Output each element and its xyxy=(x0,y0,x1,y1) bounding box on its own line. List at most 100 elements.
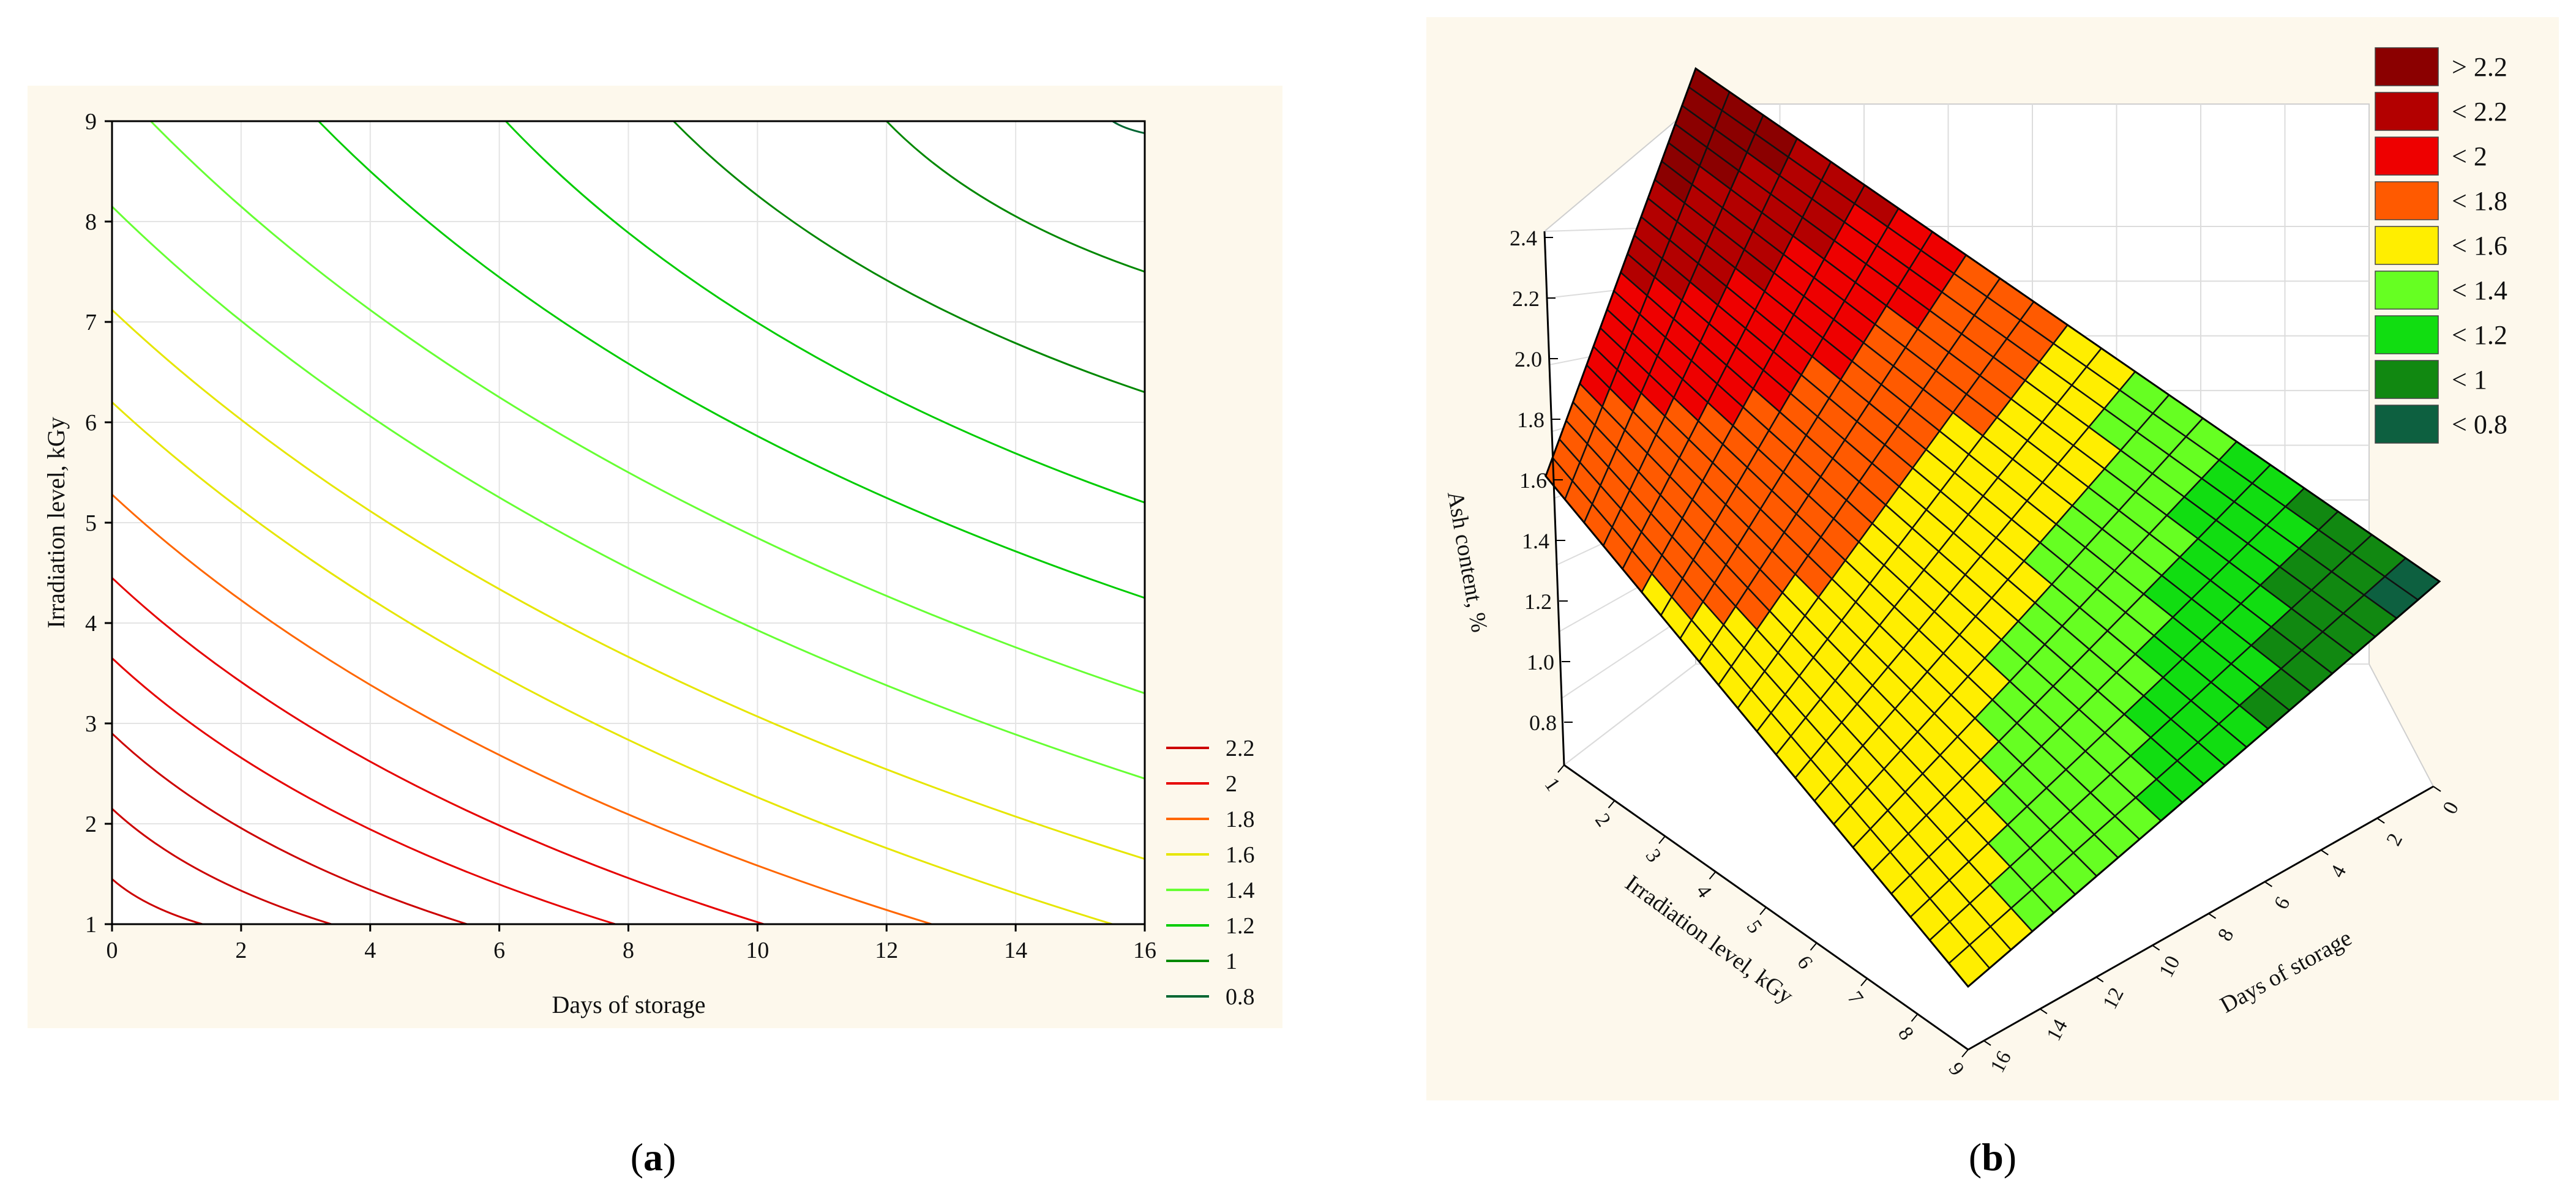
panel-a-contour-line xyxy=(111,733,468,925)
panel-a-contour-line xyxy=(111,808,332,925)
panel-a-legend: 2.2 2 1.8 1.6 1.4 1.2 1 0.8 xyxy=(1166,736,1255,1010)
panel-a-legend-label: 2.2 xyxy=(1226,736,1255,761)
panel-a-y-tick-label: 7 xyxy=(85,310,97,335)
panel-a-y-tick-label: 6 xyxy=(85,410,97,436)
panel-a-contour-line xyxy=(111,309,1145,860)
panel-b-days-tick xyxy=(2264,881,2272,887)
panel-b-days-tick xyxy=(2095,976,2104,983)
panel-b-legend-label: < 2 xyxy=(2452,141,2487,171)
panel-a-x-tick-label: 2 xyxy=(235,938,247,963)
panel-a-contour-line xyxy=(886,120,1145,273)
panel-b-legend-label: < 1 xyxy=(2452,365,2487,395)
panel-b-legend-label: < 1.4 xyxy=(2452,275,2507,305)
panel-b-z-tick-label: 2.2 xyxy=(1512,286,1540,311)
panel-a-y-axis-label: Irradiation level, kGy xyxy=(42,417,70,628)
panel-a-contour-line xyxy=(318,120,1145,599)
panel-a-contour-line xyxy=(111,206,1145,780)
panel-a-contour-line xyxy=(111,401,1113,925)
panel-b-z-tick-label: 0.8 xyxy=(1529,711,1557,735)
panel-a-legend-label: 0.8 xyxy=(1226,984,1255,1010)
panel-b-caption-close: ) xyxy=(2004,1135,2016,1179)
panel-a-y-tick-label: 5 xyxy=(85,510,97,536)
panel-a-y-tick-label: 9 xyxy=(85,109,97,135)
panel-b-days-tick xyxy=(2320,849,2329,856)
panel-b-z-tick-label: 1.0 xyxy=(1527,650,1554,674)
panel-b-caption-letter: b xyxy=(1982,1135,2004,1179)
panel-a-legend-label: 1.4 xyxy=(1226,878,1255,903)
panel-b-surface xyxy=(1544,67,2441,988)
panel-a-caption-open: ( xyxy=(631,1135,643,1179)
panel-b-legend-swatch xyxy=(2375,405,2439,444)
panel-a-contour-line xyxy=(111,878,203,925)
panel-b-z-tick-label: 1.4 xyxy=(1522,529,1549,553)
panel-a-legend-label: 1.8 xyxy=(1226,807,1255,832)
panel-b-z-tick-label: 1.8 xyxy=(1517,408,1544,432)
panel-b-z-tick-label: 2.0 xyxy=(1515,347,1542,371)
panel-a-x-tick-label: 8 xyxy=(623,938,634,963)
panel-b-legend-swatch xyxy=(2375,271,2439,310)
panel-b-z-axis-line xyxy=(1543,231,1565,766)
panel-b-irradiation-tick xyxy=(1961,1049,1969,1058)
panel-b-legend-swatch xyxy=(2375,136,2439,176)
panel-b-legend-label: > 2.2 xyxy=(2452,52,2507,82)
panel-b-irradiation-tick xyxy=(1759,906,1767,916)
panel-b-irradiation-tick xyxy=(1810,942,1818,951)
panel-a-y-tick-label: 2 xyxy=(85,812,97,837)
panel-b-surface-chart: 0.81.01.21.41.61.82.02.22.41234567890246… xyxy=(1426,17,2559,1100)
panel-a-x-tick-label: 4 xyxy=(364,938,376,963)
panel-a-x-tick-label: 10 xyxy=(746,938,769,963)
panel-b-irradiation-tick xyxy=(1608,800,1616,808)
panel-b-days-tick xyxy=(1983,1040,1991,1046)
panel-a-contour-line xyxy=(505,120,1145,504)
panel-b-irradiation-tick xyxy=(1709,871,1717,880)
panel-b-days-tick xyxy=(2152,944,2160,951)
panel-a-x-tick-label: 0 xyxy=(107,938,118,963)
panel-b-caption: (b) xyxy=(1969,1135,2016,1179)
panel-b-z-tick-label: 1.6 xyxy=(1519,468,1547,493)
panel-a-grid xyxy=(112,121,1145,924)
panel-b-legend: > 2.2 < 2.2 < 2 < 1.8 < 1.6 < 1.4 < 1.2 < 1 < 0.… xyxy=(2375,47,2507,444)
panel-a-contour-line xyxy=(111,657,616,925)
panel-a-caption: (a) xyxy=(631,1135,676,1179)
panel-b-days-axis-line xyxy=(1968,785,2434,1051)
panel-a-contour-line xyxy=(111,493,932,925)
panel-b-z-tick-label: 2.4 xyxy=(1510,226,1537,250)
panel-b-legend-swatch xyxy=(2375,47,2439,86)
panel-a-y-tick-label: 3 xyxy=(85,711,97,737)
panel-b-surface-outline xyxy=(1544,67,2441,988)
panel-b-irradiation-tick xyxy=(1911,1014,1919,1022)
panel-b-legend-label: < 1.2 xyxy=(2452,320,2507,350)
panel-b-legend-swatch xyxy=(2375,360,2439,399)
panel-a-y-tick-label: 8 xyxy=(85,209,97,235)
panel-a-caption-letter: a xyxy=(643,1135,663,1179)
panel-a-contour-line xyxy=(673,120,1145,394)
panel-a-y-tick-label: 4 xyxy=(85,611,97,637)
panel-a-legend-label: 1.2 xyxy=(1226,913,1255,939)
panel-a-legend-label: 1 xyxy=(1226,949,1237,974)
panel-b-irradiation-tick xyxy=(1860,978,1868,987)
panel-b-z-tick-label: 1.2 xyxy=(1524,589,1552,614)
panel-a-contour-line xyxy=(111,577,765,925)
panel-a-x-tick-label: 14 xyxy=(1004,938,1027,963)
panel-a-legend-label: 2 xyxy=(1226,771,1237,797)
panel-b-legend-label: < 2.2 xyxy=(2452,97,2507,127)
panel-a-y-tick-label: 1 xyxy=(85,912,97,938)
panel-b-wall-gridline xyxy=(1563,663,1696,766)
panel-a-contour-line xyxy=(150,120,1145,695)
panel-b-irradiation-tick xyxy=(1557,764,1565,773)
panel-a-x-tick-label: 12 xyxy=(875,938,898,963)
panel-b-legend-swatch xyxy=(2375,92,2439,131)
panel-b-days-tick xyxy=(2433,786,2441,792)
panel-b-days-tick xyxy=(2376,818,2385,824)
panel-a-contour-lines xyxy=(111,120,1145,925)
panel-b-legend-swatch xyxy=(2375,181,2439,220)
panel-a-x-tick-label: 16 xyxy=(1133,938,1156,963)
panel-a-caption-close: ) xyxy=(663,1135,676,1179)
panel-a-contour-line xyxy=(1112,120,1145,135)
panel-b-legend-swatch xyxy=(2375,315,2439,354)
panel-b-legend-label: < 0.8 xyxy=(2452,409,2507,439)
panel-b-legend-label: < 1.8 xyxy=(2452,186,2507,216)
panel-b-irradiation-tick xyxy=(1658,835,1666,844)
